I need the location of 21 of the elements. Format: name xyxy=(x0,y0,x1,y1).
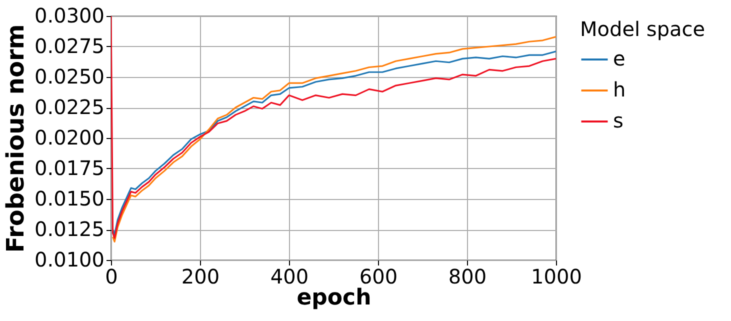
y-tick-label: 0.0250 xyxy=(34,64,104,88)
x-axis-title: epoch xyxy=(296,286,372,310)
y-tick-label: 0.0150 xyxy=(34,186,104,210)
legend-label: s xyxy=(613,108,624,132)
y-tick-label: 0.0175 xyxy=(34,156,104,180)
x-tick-label: 0 xyxy=(105,264,118,288)
y-tick-label: 0.0275 xyxy=(34,34,104,58)
y-tick-label: 0.0125 xyxy=(34,217,104,241)
legend-label: h xyxy=(613,78,626,102)
x-tick-label: 200 xyxy=(181,264,220,288)
legend-label: e xyxy=(613,46,626,70)
legend-title: Model space xyxy=(580,17,706,41)
x-tick-label: 400 xyxy=(270,264,309,288)
y-axis-title: Frobenious norm xyxy=(2,24,30,253)
y-tick-label: 0.0300 xyxy=(34,4,104,28)
x-tick-label: 800 xyxy=(448,264,487,288)
x-tick-label: 600 xyxy=(359,264,398,288)
y-tick-label: 0.0225 xyxy=(34,95,104,119)
y-tick-label: 0.0200 xyxy=(34,126,104,150)
y-tick-label: 0.0100 xyxy=(34,248,104,272)
x-tick-label: 1000 xyxy=(531,264,582,288)
